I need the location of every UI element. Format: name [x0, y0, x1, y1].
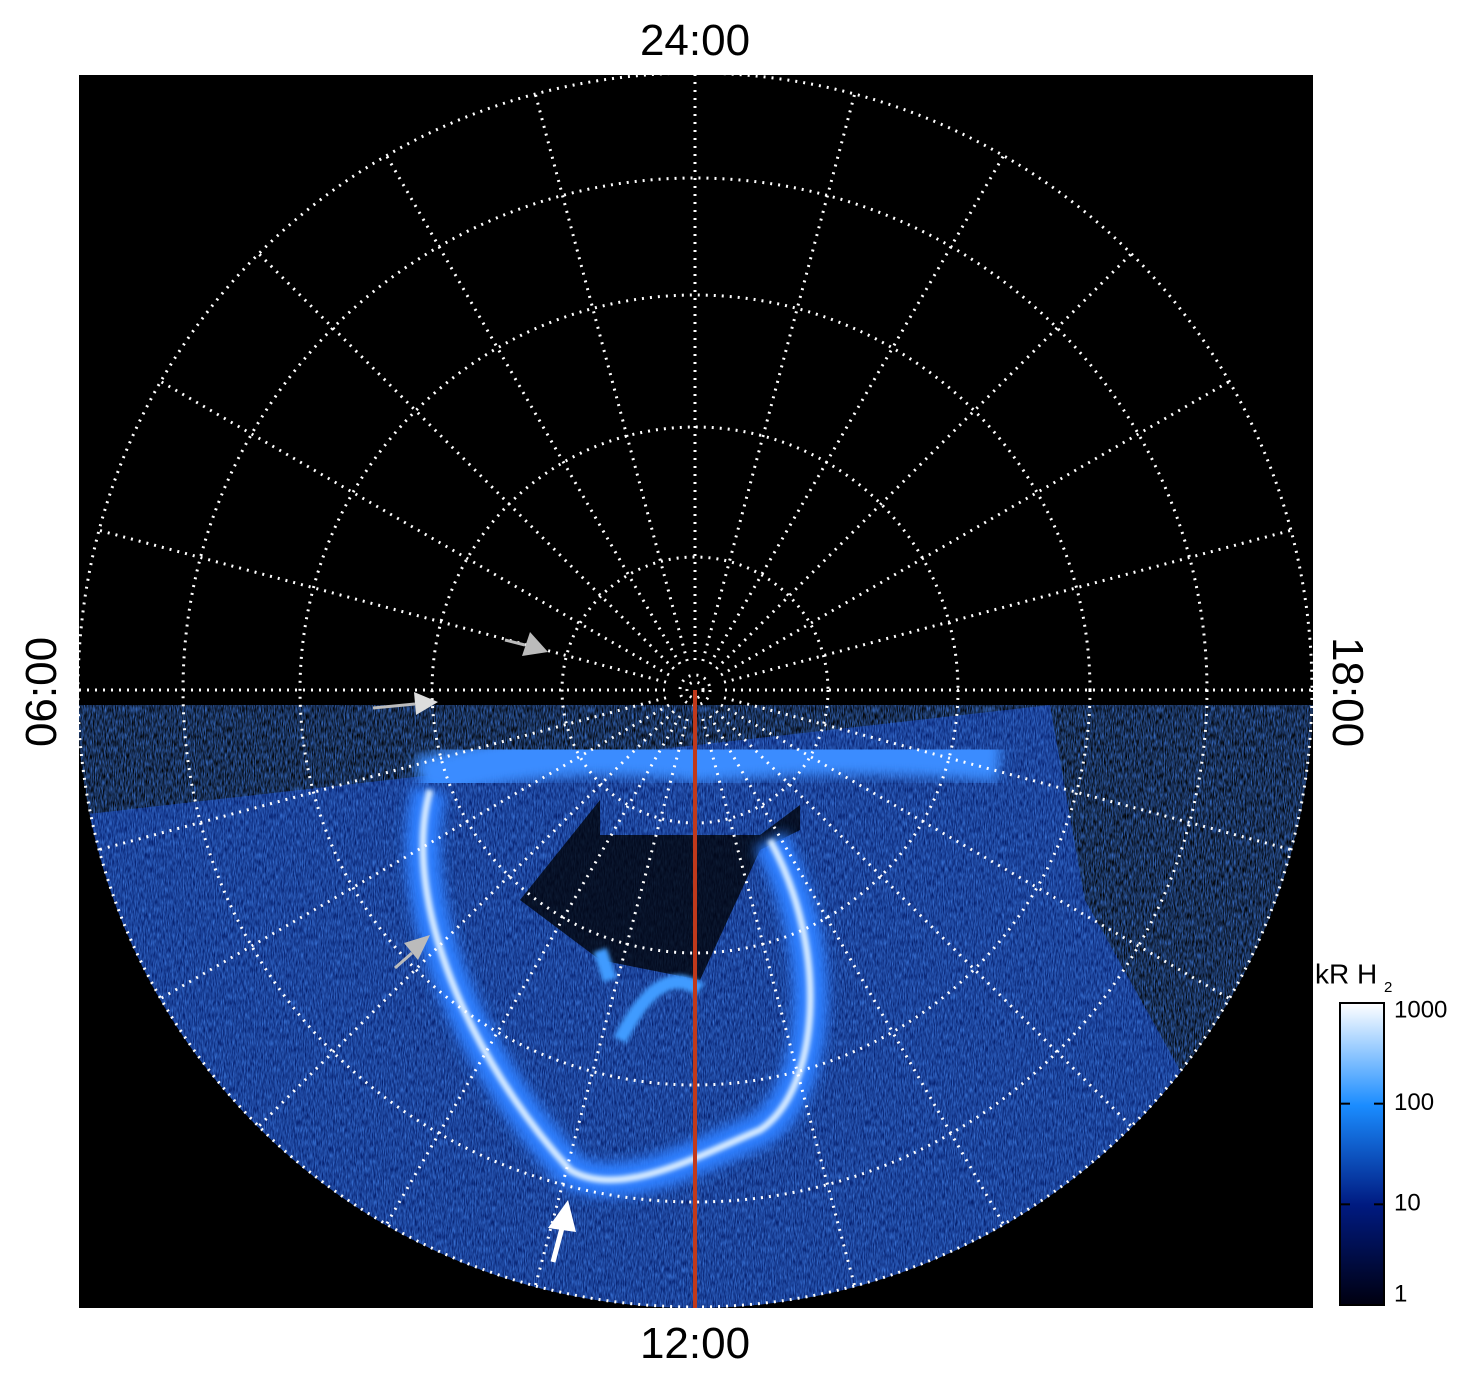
- grid-meridian: [723, 696, 1292, 852]
- grid-meridian: [720, 703, 1231, 1000]
- grid-meridian: [708, 715, 1005, 1226]
- colorbar: [1339, 1002, 1385, 1306]
- grid-meridian: [533, 93, 689, 662]
- grid-meridian: [701, 93, 857, 662]
- grid-meridian: [159, 380, 670, 677]
- grid-circle: [298, 293, 1092, 1087]
- grid-circle: [685, 680, 705, 700]
- colorbar-tick-label: 1000: [1394, 996, 1447, 1023]
- label-left: 06:00: [17, 637, 66, 747]
- arrows: [372, 632, 576, 1263]
- grid-meridian: [720, 380, 1231, 677]
- colorbar-tick-label: 1: [1394, 1280, 1407, 1307]
- grid-meridian: [385, 715, 682, 1226]
- label-bottom: 12:00: [640, 1319, 750, 1368]
- grid-meridian: [708, 154, 1005, 665]
- grid-meridian: [701, 718, 857, 1287]
- colorbar-tick-label: 10: [1394, 1190, 1421, 1217]
- label-right: 18:00: [1323, 637, 1372, 747]
- grid-meridian: [715, 710, 1133, 1128]
- grid-meridian: [385, 154, 682, 665]
- grid-meridian: [257, 252, 675, 670]
- grid-meridian: [723, 528, 1292, 684]
- label-top: 24:00: [640, 16, 750, 65]
- colorbar-title-subscript: 2: [1384, 979, 1392, 996]
- grid-meridian: [98, 528, 667, 684]
- grid-meridian: [257, 710, 675, 1128]
- colorbar-title: kR H: [1315, 958, 1377, 989]
- grid-circle: [678, 673, 712, 707]
- grid-meridian: [533, 718, 689, 1287]
- grid-meridian: [159, 703, 670, 1000]
- grid-meridian: [715, 252, 1133, 670]
- colorbar-tick-label: 100: [1394, 1089, 1434, 1116]
- grid-meridian: [98, 696, 667, 852]
